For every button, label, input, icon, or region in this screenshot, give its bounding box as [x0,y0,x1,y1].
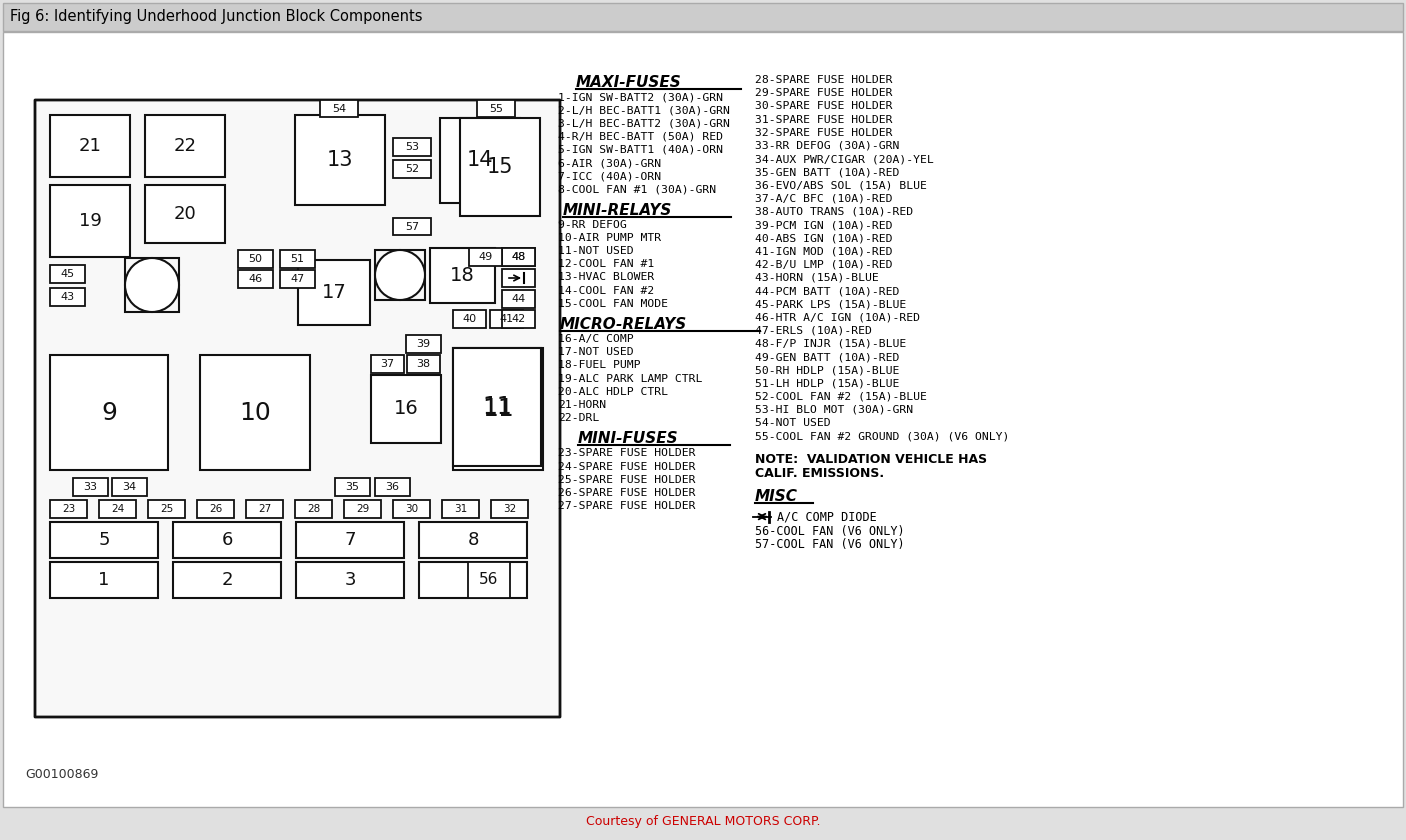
Text: 8: 8 [467,531,478,549]
Text: 44-PCM BATT (10A)-RED: 44-PCM BATT (10A)-RED [755,286,900,297]
Text: 45: 45 [60,269,75,279]
Text: 29: 29 [356,504,370,514]
Text: 41-IGN MOD (10A)-RED: 41-IGN MOD (10A)-RED [755,247,893,256]
Text: 33-RR DEFOG (30A)-GRN: 33-RR DEFOG (30A)-GRN [755,141,900,151]
Text: 50: 50 [249,254,263,264]
FancyBboxPatch shape [502,269,536,287]
Text: 36-EVO/ABS SOL (15A) BLUE: 36-EVO/ABS SOL (15A) BLUE [755,181,927,191]
Text: 9: 9 [101,401,117,424]
FancyBboxPatch shape [51,185,129,257]
Text: 23: 23 [62,504,75,514]
FancyBboxPatch shape [51,265,84,283]
FancyBboxPatch shape [477,100,515,117]
FancyBboxPatch shape [51,115,129,177]
Text: 53: 53 [405,142,419,152]
Text: 20: 20 [173,205,197,223]
Text: 11: 11 [482,397,513,421]
FancyBboxPatch shape [468,562,510,598]
Text: 10: 10 [239,401,271,424]
Text: 40: 40 [463,314,477,324]
Text: 41: 41 [499,314,513,324]
FancyBboxPatch shape [112,478,148,496]
Text: 6: 6 [221,531,232,549]
Text: 49: 49 [478,252,492,262]
FancyBboxPatch shape [375,478,411,496]
Text: 57-COOL FAN (V6 ONLY): 57-COOL FAN (V6 ONLY) [755,538,904,551]
Text: 18-FUEL PUMP: 18-FUEL PUMP [558,360,641,370]
Text: 56-COOL FAN (V6 ONLY): 56-COOL FAN (V6 ONLY) [755,525,904,538]
Text: 13-HVAC BLOWER: 13-HVAC BLOWER [558,272,654,282]
FancyBboxPatch shape [394,218,432,235]
Text: 45-PARK LPS (15A)-BLUE: 45-PARK LPS (15A)-BLUE [755,299,907,309]
FancyBboxPatch shape [491,500,529,518]
Text: 4-R/H BEC-BATT (50A) RED: 4-R/H BEC-BATT (50A) RED [558,132,723,142]
Text: 56: 56 [479,573,499,587]
FancyBboxPatch shape [453,348,541,466]
Text: 40-ABS IGN (10A)-RED: 40-ABS IGN (10A)-RED [755,234,893,244]
Text: 26: 26 [209,504,222,514]
Text: 28: 28 [307,504,321,514]
FancyBboxPatch shape [406,355,440,373]
FancyBboxPatch shape [419,522,527,558]
Text: 48: 48 [512,252,526,262]
Text: 7-ICC (40A)-ORN: 7-ICC (40A)-ORN [558,171,661,181]
FancyBboxPatch shape [51,288,84,306]
FancyBboxPatch shape [148,500,186,518]
Text: 31-SPARE FUSE HOLDER: 31-SPARE FUSE HOLDER [755,114,893,124]
FancyBboxPatch shape [145,115,225,177]
Text: 46: 46 [249,274,263,284]
Text: 12-COOL FAN #1: 12-COOL FAN #1 [558,260,654,269]
FancyBboxPatch shape [460,118,540,216]
Text: 2: 2 [221,571,233,589]
Text: 52: 52 [405,164,419,174]
Text: 52-COOL FAN #2 (15A)-BLUE: 52-COOL FAN #2 (15A)-BLUE [755,391,927,402]
FancyBboxPatch shape [51,562,157,598]
FancyBboxPatch shape [453,348,543,470]
Text: 16-A/C COMP: 16-A/C COMP [558,334,634,344]
Text: 48: 48 [512,252,526,262]
Text: 43-HORN (15A)-BLUE: 43-HORN (15A)-BLUE [755,273,879,283]
FancyBboxPatch shape [502,248,536,266]
Text: 25: 25 [160,504,173,514]
FancyBboxPatch shape [238,250,273,268]
Text: 5: 5 [98,531,110,549]
Text: 34-AUX PWR/CIGAR (20A)-YEL: 34-AUX PWR/CIGAR (20A)-YEL [755,155,934,164]
Text: 23-SPARE FUSE HOLDER: 23-SPARE FUSE HOLDER [558,449,696,459]
FancyBboxPatch shape [3,3,1403,31]
Text: 47: 47 [291,274,305,284]
FancyBboxPatch shape [406,335,441,353]
Text: 54: 54 [332,103,346,113]
Text: 31: 31 [454,504,467,514]
FancyBboxPatch shape [441,500,479,518]
Text: 37-A/C BFC (10A)-RED: 37-A/C BFC (10A)-RED [755,194,893,204]
Text: G00100869: G00100869 [25,769,98,781]
Text: 51-LH HDLP (15A)-BLUE: 51-LH HDLP (15A)-BLUE [755,379,900,389]
FancyBboxPatch shape [419,562,527,598]
Text: 54-NOT USED: 54-NOT USED [755,418,831,428]
Text: MAXI-FUSES: MAXI-FUSES [576,75,682,90]
Text: 19-ALC PARK LAMP CTRL: 19-ALC PARK LAMP CTRL [558,374,703,384]
Text: 34: 34 [122,482,136,492]
FancyBboxPatch shape [98,500,136,518]
FancyBboxPatch shape [280,250,315,268]
FancyBboxPatch shape [238,270,273,288]
Text: 49-GEN BATT (10A)-RED: 49-GEN BATT (10A)-RED [755,352,900,362]
FancyBboxPatch shape [502,310,536,328]
FancyBboxPatch shape [297,562,404,598]
Text: 35-GEN BATT (10A)-RED: 35-GEN BATT (10A)-RED [755,167,900,177]
FancyBboxPatch shape [470,248,502,266]
Text: 17: 17 [322,283,346,302]
FancyBboxPatch shape [197,500,233,518]
Text: 11-NOT USED: 11-NOT USED [558,246,634,256]
Text: 36: 36 [385,482,399,492]
Text: 16: 16 [394,400,419,418]
Text: 33: 33 [83,482,97,492]
FancyBboxPatch shape [173,522,281,558]
FancyBboxPatch shape [394,138,432,156]
FancyBboxPatch shape [298,260,370,325]
Text: 55-COOL FAN #2 GROUND (30A) (V6 ONLY): 55-COOL FAN #2 GROUND (30A) (V6 ONLY) [755,432,1010,441]
FancyBboxPatch shape [73,478,108,496]
Text: 27-SPARE FUSE HOLDER: 27-SPARE FUSE HOLDER [558,501,696,512]
Text: 17-NOT USED: 17-NOT USED [558,347,634,357]
